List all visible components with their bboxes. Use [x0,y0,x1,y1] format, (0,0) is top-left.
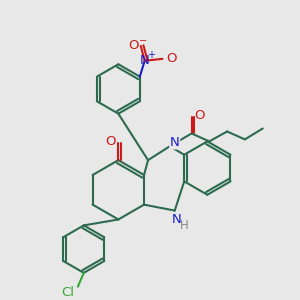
Text: Cl: Cl [61,286,74,299]
Text: −: − [139,36,147,46]
Text: N: N [140,54,150,67]
Text: O: O [166,52,177,65]
Text: H: H [180,219,189,232]
Text: O: O [105,135,116,148]
Text: N: N [170,136,180,149]
Text: O: O [194,109,205,122]
Text: +: + [147,50,154,60]
Text: N: N [172,213,182,226]
Text: O: O [129,40,139,52]
